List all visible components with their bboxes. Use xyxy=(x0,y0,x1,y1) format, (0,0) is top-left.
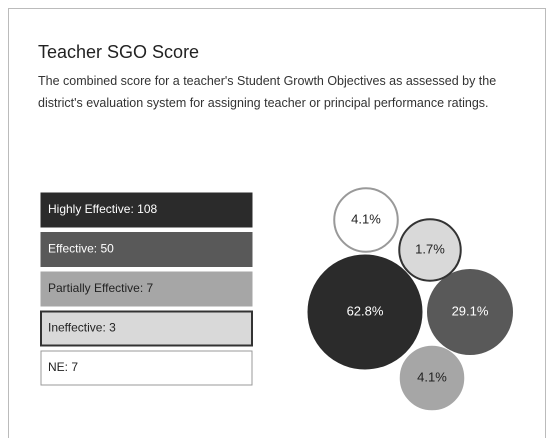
bubble-label: 4.1% xyxy=(417,369,447,384)
legend-label: Ineffective: 3 xyxy=(48,321,116,335)
chart-subtitle: The combined score for a teacher's Stude… xyxy=(38,74,497,110)
chart-title: Teacher SGO Score xyxy=(38,42,200,62)
legend-label: Partially Effective: 7 xyxy=(48,281,153,295)
bubble-label: 1.7% xyxy=(415,241,445,256)
legend-label: Effective: 50 xyxy=(48,242,114,256)
legend-label: NE: 7 xyxy=(48,360,78,374)
bubble xyxy=(333,187,399,253)
card xyxy=(8,8,546,438)
bubble xyxy=(426,268,514,356)
bubble-label: 4.1% xyxy=(351,211,381,226)
bubble-label: 62.8% xyxy=(347,303,384,318)
legend-label: Highly Effective: 108 xyxy=(48,202,157,216)
bubble xyxy=(307,254,423,370)
legend-item xyxy=(40,232,253,267)
legend-item xyxy=(40,350,253,386)
bubble xyxy=(398,218,462,282)
bubble xyxy=(399,345,465,411)
legend-item xyxy=(40,192,253,228)
legend-item xyxy=(40,271,253,307)
legend-item xyxy=(40,310,253,347)
bubble-label: 29.1% xyxy=(452,303,489,318)
